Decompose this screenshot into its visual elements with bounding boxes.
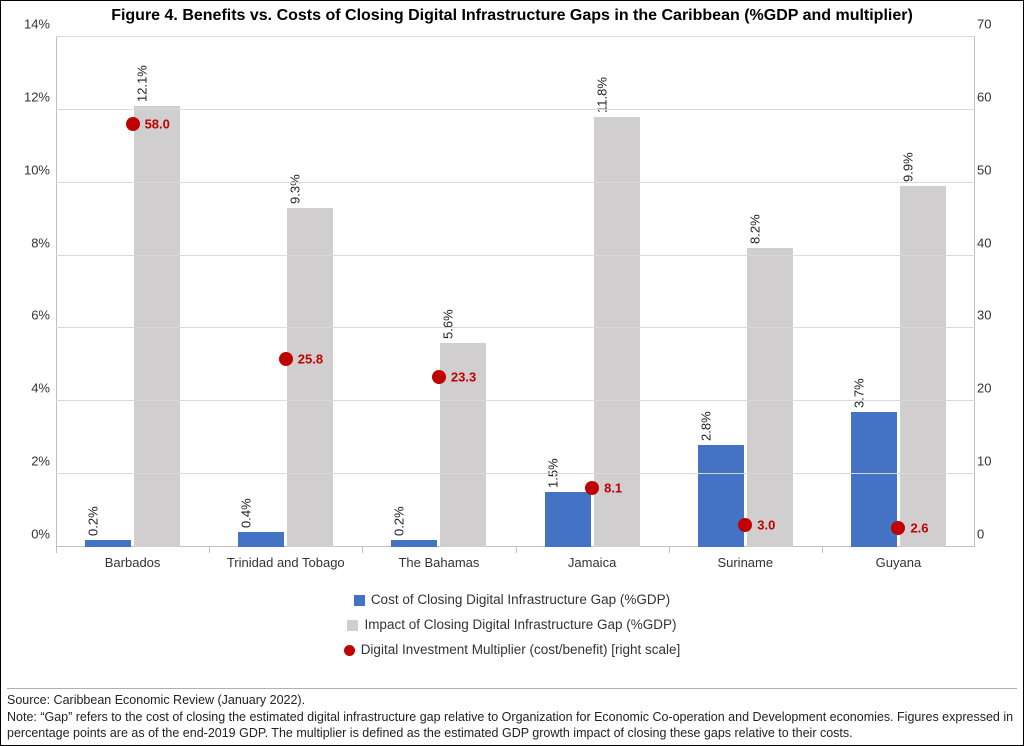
bar-cost-label: 0.4%: [239, 499, 254, 529]
x-axis-label: Barbados: [56, 547, 209, 570]
legend-swatch-multiplier: [344, 645, 355, 656]
bar-cost: 0.2%: [85, 540, 131, 547]
x-axis-label: The Bahamas: [362, 547, 515, 570]
bar-impact: 9.3%: [287, 208, 333, 547]
multiplier-label: 25.8: [298, 352, 323, 367]
legend-label-cost: Cost of Closing Digital Infrastructure G…: [371, 589, 670, 612]
legend: Cost of Closing Digital Infrastructure G…: [1, 589, 1023, 664]
category-group: Barbados0.2%12.1%58.0: [56, 37, 209, 547]
category-group: Suriname2.8%8.2%3.0: [669, 37, 822, 547]
legend-swatch-impact: [347, 620, 358, 631]
multiplier-label: 8.1: [604, 481, 622, 496]
left-tick: 10%: [6, 163, 56, 176]
multiplier-marker: [279, 352, 293, 366]
bar-impact-label: 5.6%: [441, 309, 456, 339]
legend-item-cost: Cost of Closing Digital Infrastructure G…: [354, 589, 670, 612]
left-tick: 12%: [6, 90, 56, 103]
bar-impact: 8.2%: [747, 248, 793, 547]
multiplier-label: 58.0: [145, 117, 170, 132]
gridline: [56, 255, 975, 256]
bar-cost: 1.5%: [545, 492, 591, 547]
bar-cost-label: 0.2%: [392, 506, 407, 536]
multiplier-label: 3.0: [757, 518, 775, 533]
y-axis-right: 010203040506070: [971, 37, 1021, 547]
legend-label-impact: Impact of Closing Digital Infrastructure…: [364, 614, 676, 637]
figure-container: Figure 4. Benefits vs. Costs of Closing …: [0, 0, 1024, 746]
bar-cost-label: 2.8%: [698, 411, 713, 441]
legend-item-multiplier: Digital Investment Multiplier (cost/bene…: [344, 639, 681, 662]
multiplier-marker: [738, 518, 752, 532]
gridline: [56, 36, 975, 37]
bar-cost: 2.8%: [698, 445, 744, 547]
footnote-note: Note: “Gap” refers to the cost of closin…: [7, 709, 1017, 742]
footnote: Source: Caribbean Economic Review (Janua…: [7, 688, 1017, 741]
chart-title: Figure 4. Benefits vs. Costs of Closing …: [1, 1, 1023, 29]
bar-cost-label: 0.2%: [86, 506, 101, 536]
multiplier-marker: [891, 521, 905, 535]
left-tick: 6%: [6, 309, 56, 322]
legend-item-impact: Impact of Closing Digital Infrastructure…: [347, 614, 676, 637]
plot-area: 0%2%4%6%8%10%12%14% 010203040506070 Barb…: [56, 37, 975, 547]
x-axis-label: Jamaica: [516, 547, 669, 570]
multiplier-label: 2.6: [910, 521, 928, 536]
bar-cost: 0.4%: [238, 532, 284, 547]
right-tick: 30: [971, 309, 1021, 322]
bar-impact-label: 9.3%: [288, 175, 303, 205]
left-tick: 14%: [6, 18, 56, 31]
right-tick: 40: [971, 236, 1021, 249]
multiplier-label: 23.3: [451, 370, 476, 385]
category-group: The Bahamas0.2%5.6%23.3: [362, 37, 515, 547]
x-axis-label: Suriname: [669, 547, 822, 570]
bar-impact-label: 11.8%: [594, 77, 609, 113]
bar-impact-label: 8.2%: [747, 215, 762, 245]
left-tick: 8%: [6, 236, 56, 249]
gridline: [56, 473, 975, 474]
legend-label-multiplier: Digital Investment Multiplier (cost/bene…: [361, 639, 681, 662]
category-group: Guyana3.7%9.9%2.6: [822, 37, 975, 547]
category-group: Jamaica1.5%11.8%8.1: [516, 37, 669, 547]
multiplier-marker: [126, 117, 140, 131]
y-axis-left: 0%2%4%6%8%10%12%14%: [6, 37, 56, 547]
left-tick: 0%: [6, 528, 56, 541]
gridline: [56, 182, 975, 183]
multiplier-marker: [585, 481, 599, 495]
bar-impact-label: 12.1%: [135, 65, 150, 102]
left-tick: 2%: [6, 455, 56, 468]
right-tick: 60: [971, 90, 1021, 103]
right-tick: 70: [971, 18, 1021, 31]
gridline: [56, 109, 975, 110]
footnote-source: Source: Caribbean Economic Review (Janua…: [7, 692, 1017, 708]
bar-impact: 9.9%: [900, 186, 946, 547]
right-tick: 20: [971, 382, 1021, 395]
bar-cost: 3.7%: [851, 412, 897, 547]
gridline: [56, 400, 975, 401]
category-group: Trinidad and Tobago0.4%9.3%25.8: [209, 37, 362, 547]
right-tick: 10: [971, 455, 1021, 468]
x-axis-label: Guyana: [822, 547, 975, 570]
bar-cost: 0.2%: [391, 540, 437, 547]
left-tick: 4%: [6, 382, 56, 395]
legend-swatch-cost: [354, 595, 365, 606]
multiplier-marker: [432, 370, 446, 384]
bar-cost-label: 3.7%: [851, 379, 866, 409]
bar-impact-label: 9.9%: [900, 153, 915, 183]
gridline: [56, 327, 975, 328]
bar-groups: Barbados0.2%12.1%58.0Trinidad and Tobago…: [56, 37, 975, 547]
x-axis-label: Trinidad and Tobago: [209, 547, 362, 570]
right-tick: 50: [971, 163, 1021, 176]
right-tick: 0: [971, 528, 1021, 541]
